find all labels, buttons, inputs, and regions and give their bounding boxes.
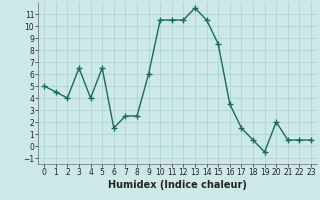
X-axis label: Humidex (Indice chaleur): Humidex (Indice chaleur) [108,180,247,190]
